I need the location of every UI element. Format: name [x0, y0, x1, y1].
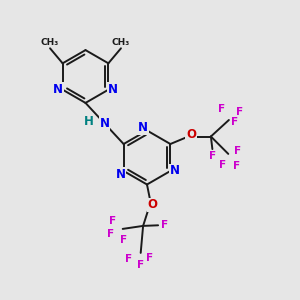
Text: F: F	[234, 146, 241, 156]
Text: F: F	[146, 253, 153, 263]
Text: F: F	[233, 161, 240, 171]
Text: O: O	[147, 198, 158, 212]
Text: F: F	[209, 151, 216, 161]
Text: F: F	[124, 254, 132, 264]
Text: N: N	[108, 83, 118, 96]
Text: N: N	[169, 164, 180, 178]
Text: F: F	[231, 117, 238, 128]
Text: N: N	[100, 117, 110, 130]
Text: O: O	[186, 128, 196, 141]
Text: F: F	[120, 235, 127, 245]
Text: F: F	[109, 215, 116, 226]
Text: N: N	[53, 83, 63, 96]
Text: F: F	[136, 260, 144, 271]
Text: CH₃: CH₃	[41, 38, 59, 47]
Text: N: N	[116, 168, 126, 181]
Text: N: N	[138, 121, 148, 134]
Text: CH₃: CH₃	[112, 38, 130, 47]
Text: F: F	[218, 103, 225, 114]
Text: F: F	[106, 229, 114, 239]
Text: F: F	[236, 107, 243, 118]
Text: H: H	[84, 116, 94, 128]
Text: F: F	[219, 160, 226, 170]
Text: F: F	[160, 220, 168, 230]
